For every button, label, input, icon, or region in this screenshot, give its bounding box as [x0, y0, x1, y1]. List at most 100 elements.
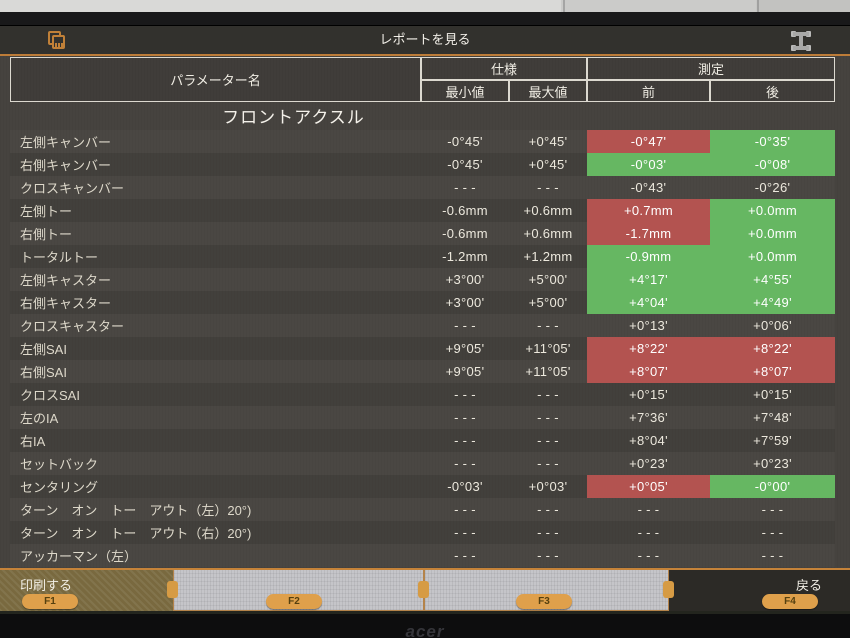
header-front: 前 — [587, 80, 710, 102]
rear-measured-value: +0°23' — [753, 456, 792, 471]
table-row: ターン オン トー アウト（左）20°) - - - - - - - - - -… — [10, 498, 835, 521]
table-row: セットバック - - - - - - +0°23' +0°23' — [10, 452, 835, 475]
front-measured-value: -1.7mm — [587, 222, 710, 245]
section-title-front-axle: フロントアクスル — [222, 108, 365, 127]
monitor-bezel-top — [0, 12, 850, 26]
front-measured-value: -0°43' — [630, 180, 667, 195]
parameter-label: 左側トー — [20, 204, 73, 219]
parameter-label: トータルトー — [20, 250, 99, 265]
front-measured-value: +4°04' — [587, 291, 710, 314]
max-value: - - - — [537, 180, 559, 195]
rear-measured-value: +0.0mm — [710, 199, 835, 222]
max-value: +11°05' — [525, 341, 571, 356]
rear-measured-value: +0.0mm — [710, 245, 835, 268]
front-measured-value: +8°07' — [587, 360, 710, 383]
min-value: - - - — [454, 318, 476, 333]
parameter-label: 左側キャスター — [20, 273, 112, 288]
rear-measured-value: +0°15' — [753, 387, 792, 402]
table-row: 左側SAI +9°05' +11°05' +8°22' +8°22' — [10, 337, 835, 360]
f1-key-badge: F1 — [22, 594, 78, 609]
table-row: 左側キャスター +3°00' +5°00' +4°17' +4°55' — [10, 268, 835, 291]
monitor-brand-logo: acer — [405, 622, 445, 638]
f4-key-badge: F4 — [762, 594, 818, 609]
header-parameter-name: パラメーター名 — [10, 57, 421, 102]
back-button-label: 戻る — [795, 578, 822, 593]
front-measured-value: +0°05' — [587, 475, 710, 498]
table-row: 右IA - - - - - - +8°04' +7°59' — [10, 429, 835, 452]
front-measured-value: +0.7mm — [587, 199, 710, 222]
rear-measured-value: -0°26' — [754, 180, 791, 195]
max-value: +5°00' — [528, 295, 568, 310]
table-row: クロスSAI - - - - - - +0°15' +0°15' — [10, 383, 835, 406]
rear-measured-value: - - - — [761, 548, 784, 563]
table-row: 右側キャスター +3°00' +5°00' +4°04' +4°49' — [10, 291, 835, 314]
rear-measured-value: +7°48' — [753, 410, 792, 425]
front-measured-value: +8°04' — [629, 433, 668, 448]
header-measurement: 測定 — [587, 57, 835, 80]
parameter-label: 左側SAI — [20, 342, 67, 357]
rear-measured-value: -0°00' — [710, 475, 835, 498]
min-value: +3°00' — [445, 295, 485, 310]
table-row: 左のIA - - - - - - +7°36' +7°48' — [10, 406, 835, 429]
min-value: - - - — [454, 525, 476, 540]
max-value: +0°03' — [528, 479, 568, 494]
front-measured-value: - - - — [637, 502, 660, 517]
parameter-label: 左側キャンバー — [20, 135, 112, 150]
parameter-label: 右側キャンバー — [20, 158, 112, 173]
f3-key-badge: F3 — [516, 594, 572, 609]
min-value: -0.6mm — [442, 203, 488, 218]
fkey-slot-f2[interactable] — [173, 570, 424, 611]
page-title: レポートを見る — [379, 32, 471, 47]
parameter-label: センタリング — [20, 480, 99, 495]
rear-measured-value: +8°22' — [710, 337, 835, 360]
rear-measured-value: +4°55' — [710, 268, 835, 291]
parameter-label: アッカーマン（左） — [20, 549, 138, 564]
rear-measured-value: +7°59' — [753, 433, 792, 448]
parameter-label: 右側キャスター — [20, 296, 112, 311]
header-specification: 仕様 — [421, 57, 587, 80]
parameter-label: クロスSAI — [20, 388, 80, 403]
parameter-label: 左のIA — [20, 411, 59, 426]
table-row: 右側キャンバー -0°45' +0°45' -0°03' -0°08' — [10, 153, 835, 176]
front-measured-value: - - - — [637, 525, 660, 540]
min-value: -0°03' — [447, 479, 483, 494]
max-value: +0.6mm — [523, 226, 573, 241]
parameter-label: セットバック — [20, 457, 99, 472]
fkey-divider-handle — [418, 581, 429, 598]
fkey-divider-handle — [663, 581, 674, 598]
table-row: 左側キャンバー -0°45' +0°45' -0°47' -0°35' — [10, 130, 835, 153]
min-value: - - - — [454, 456, 476, 471]
table-header: パラメーター名 仕様 測定 最小値 最大値 前 後 — [10, 57, 835, 102]
front-measured-value: -0.9mm — [587, 245, 710, 268]
max-value: - - - — [537, 548, 559, 563]
front-measured-value: +8°22' — [587, 337, 710, 360]
min-value: - - - — [454, 548, 476, 563]
parameter-label: クロスキャスター — [20, 319, 125, 334]
rear-measured-value: +0.0mm — [710, 222, 835, 245]
f2-key-badge: F2 — [266, 594, 322, 609]
front-measured-value: -0°03' — [587, 153, 710, 176]
max-value: +0.6mm — [523, 203, 573, 218]
rear-measured-value: +8°07' — [710, 360, 835, 383]
parameter-label: ターン オン トー アウト（右）20°) — [20, 526, 252, 541]
header-max-value: 最大値 — [509, 80, 587, 102]
front-measured-value: +0°13' — [629, 318, 668, 333]
wall-background — [0, 0, 850, 12]
screen: レポートを見る パラメーター名 仕様 測定 最小値 最大値 前 後 フロントアク… — [0, 26, 850, 611]
parameter-label: 右IA — [20, 434, 46, 449]
table-row: クロスキャスター - - - - - - +0°13' +0°06' — [10, 314, 835, 337]
max-value: - - - — [537, 456, 559, 471]
max-value: - - - — [537, 433, 559, 448]
front-measured-value: +0°23' — [629, 456, 668, 471]
front-measured-value: +0°15' — [629, 387, 668, 402]
front-measured-value: -0°47' — [587, 130, 710, 153]
function-key-bar: 印刷する 戻る F1 F2 F3 F4 — [0, 568, 850, 611]
rear-measured-value: -0°08' — [710, 153, 835, 176]
max-value: - - - — [537, 318, 559, 333]
table-row: トータルトー -1.2mm +1.2mm -0.9mm +0.0mm — [10, 245, 835, 268]
back-button[interactable]: 戻る — [669, 570, 850, 611]
report-pages-icon — [48, 31, 66, 49]
max-value: - - - — [537, 502, 559, 517]
max-value: +1.2mm — [523, 249, 573, 264]
header-min-value: 最小値 — [421, 80, 509, 102]
